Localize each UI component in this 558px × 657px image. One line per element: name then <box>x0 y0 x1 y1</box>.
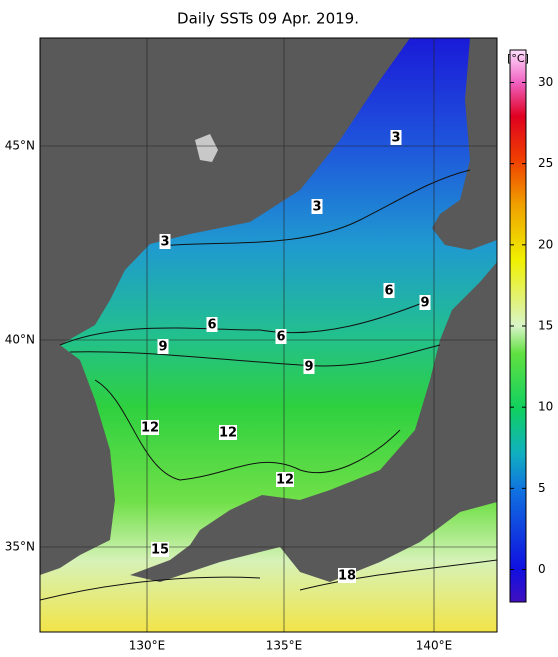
colorbar: [°C] 30 25 20 15 10 5 0 <box>507 49 553 603</box>
contour-label: 12 <box>219 425 237 441</box>
contour-label-box <box>303 359 315 374</box>
colorbar-tick-label: 30 <box>538 75 553 89</box>
colorbar-tick-label: 5 <box>538 481 546 495</box>
contours <box>39 169 498 601</box>
colorbar-tick-label: 15 <box>538 319 553 333</box>
contour-labels: 3 3 3 6 9 6 6 9 9 12 12 12 15 18 <box>141 130 431 584</box>
contour-label-text: 3 <box>391 131 400 146</box>
land <box>130 262 497 582</box>
contour-label: 12 <box>276 472 294 488</box>
contour-label-text: 18 <box>338 569 356 584</box>
lat-label: 40°N <box>5 333 35 347</box>
contour-label-text: 15 <box>151 543 169 558</box>
contour-label: 3 <box>311 199 323 215</box>
contour-label: 12 <box>141 420 159 436</box>
contour-label: 6 <box>383 283 395 299</box>
contour-label-text: 6 <box>384 284 393 299</box>
contour-label-box <box>383 283 395 298</box>
contour-label-box <box>276 472 294 487</box>
contour-label-text: 9 <box>420 296 429 311</box>
map <box>39 37 498 633</box>
map-title: Daily SSTs 09 Apr. 2019. <box>177 10 359 28</box>
colorbar-tick-label: 0 <box>538 562 546 576</box>
contour-label: 6 <box>275 329 287 345</box>
contour-label-box <box>159 234 171 249</box>
colorbar-tick-label: 10 <box>538 400 553 414</box>
contour-label-box <box>419 295 431 310</box>
contour-label: 9 <box>419 295 431 311</box>
contour-label-box <box>390 130 402 145</box>
lon-label: 130°E <box>129 639 166 653</box>
contour-label: 3 <box>390 130 402 146</box>
contour-label-text: 3 <box>160 235 169 250</box>
contour-label: 9 <box>157 339 169 355</box>
contour-label-box <box>151 542 169 557</box>
contour-label-text: 6 <box>207 318 216 333</box>
contour-label: 3 <box>159 234 171 250</box>
contour-label-box <box>206 317 218 332</box>
contour-label-box <box>219 425 237 440</box>
contour-label-text: 12 <box>276 473 294 488</box>
colorbar-unit: [°C] <box>507 52 529 65</box>
contour-label-box <box>275 329 287 344</box>
lake <box>195 134 218 162</box>
lat-label: 35°N <box>5 540 35 554</box>
lat-label: 45°N <box>5 139 35 153</box>
lon-label: 135°E <box>266 639 303 653</box>
contour-label-box <box>157 339 169 354</box>
map-frame <box>39 37 498 633</box>
colorbar-tick-label: 25 <box>538 156 553 170</box>
contour-label-box <box>311 199 323 214</box>
contour-label: 6 <box>206 317 218 333</box>
lon-label: 140°E <box>416 639 453 653</box>
land <box>432 38 497 250</box>
contour-label-text: 6 <box>276 330 285 345</box>
contour-label-text: 9 <box>158 340 167 355</box>
contour-label-text: 12 <box>219 426 237 441</box>
contour-label: 9 <box>303 359 315 375</box>
contour-label-text: 3 <box>312 200 321 215</box>
contour-label-text: 9 <box>304 360 313 375</box>
contour-label: 18 <box>338 568 356 584</box>
contour-label-text: 12 <box>141 421 159 436</box>
contour-label-box <box>338 568 356 583</box>
colorbar-tick-label: 20 <box>538 237 553 251</box>
contour-label-box <box>141 420 159 435</box>
contour-label: 15 <box>151 542 169 558</box>
land <box>40 38 410 575</box>
